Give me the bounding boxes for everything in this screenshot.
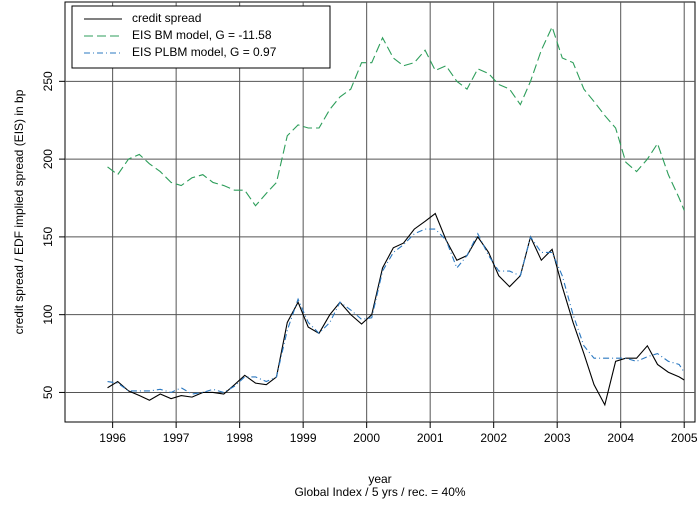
x-tick-label: 1996 bbox=[99, 431, 126, 445]
y-tick-label: 250 bbox=[41, 71, 55, 91]
y-tick-label: 100 bbox=[41, 304, 55, 324]
y-axis-label: credit spread / EDF implied spread (EIS)… bbox=[12, 89, 26, 334]
plot-frame bbox=[64, 1, 696, 423]
x-tick-label: 1998 bbox=[226, 431, 253, 445]
x-tick-label: 2003 bbox=[544, 431, 571, 445]
x-tick-label: 2000 bbox=[353, 431, 380, 445]
y-tick-label: 200 bbox=[41, 149, 55, 169]
series-line bbox=[107, 228, 685, 395]
legend-label: credit spread bbox=[132, 11, 201, 25]
series-line bbox=[107, 25, 685, 211]
x-axis-label: year bbox=[368, 472, 391, 486]
legend-box bbox=[71, 5, 331, 69]
x-tick-label: 2002 bbox=[480, 431, 507, 445]
x-tick-label: 2005 bbox=[671, 431, 698, 445]
legend-label: EIS BM model, G = -11.58 bbox=[132, 28, 272, 42]
x-tick-label: 2001 bbox=[417, 431, 444, 445]
x-tick-label: 1999 bbox=[290, 431, 317, 445]
subtitle: Global Index / 5 yrs / rec. = 40% bbox=[294, 485, 465, 499]
x-tick-label: 1997 bbox=[163, 431, 190, 445]
legend-label: EIS PLBM model, G = 0.97 bbox=[132, 45, 277, 59]
x-tick-label: 2004 bbox=[607, 431, 634, 445]
series-line bbox=[107, 212, 685, 407]
y-tick-label: 50 bbox=[41, 385, 55, 399]
y-tick-label: 150 bbox=[41, 227, 55, 247]
